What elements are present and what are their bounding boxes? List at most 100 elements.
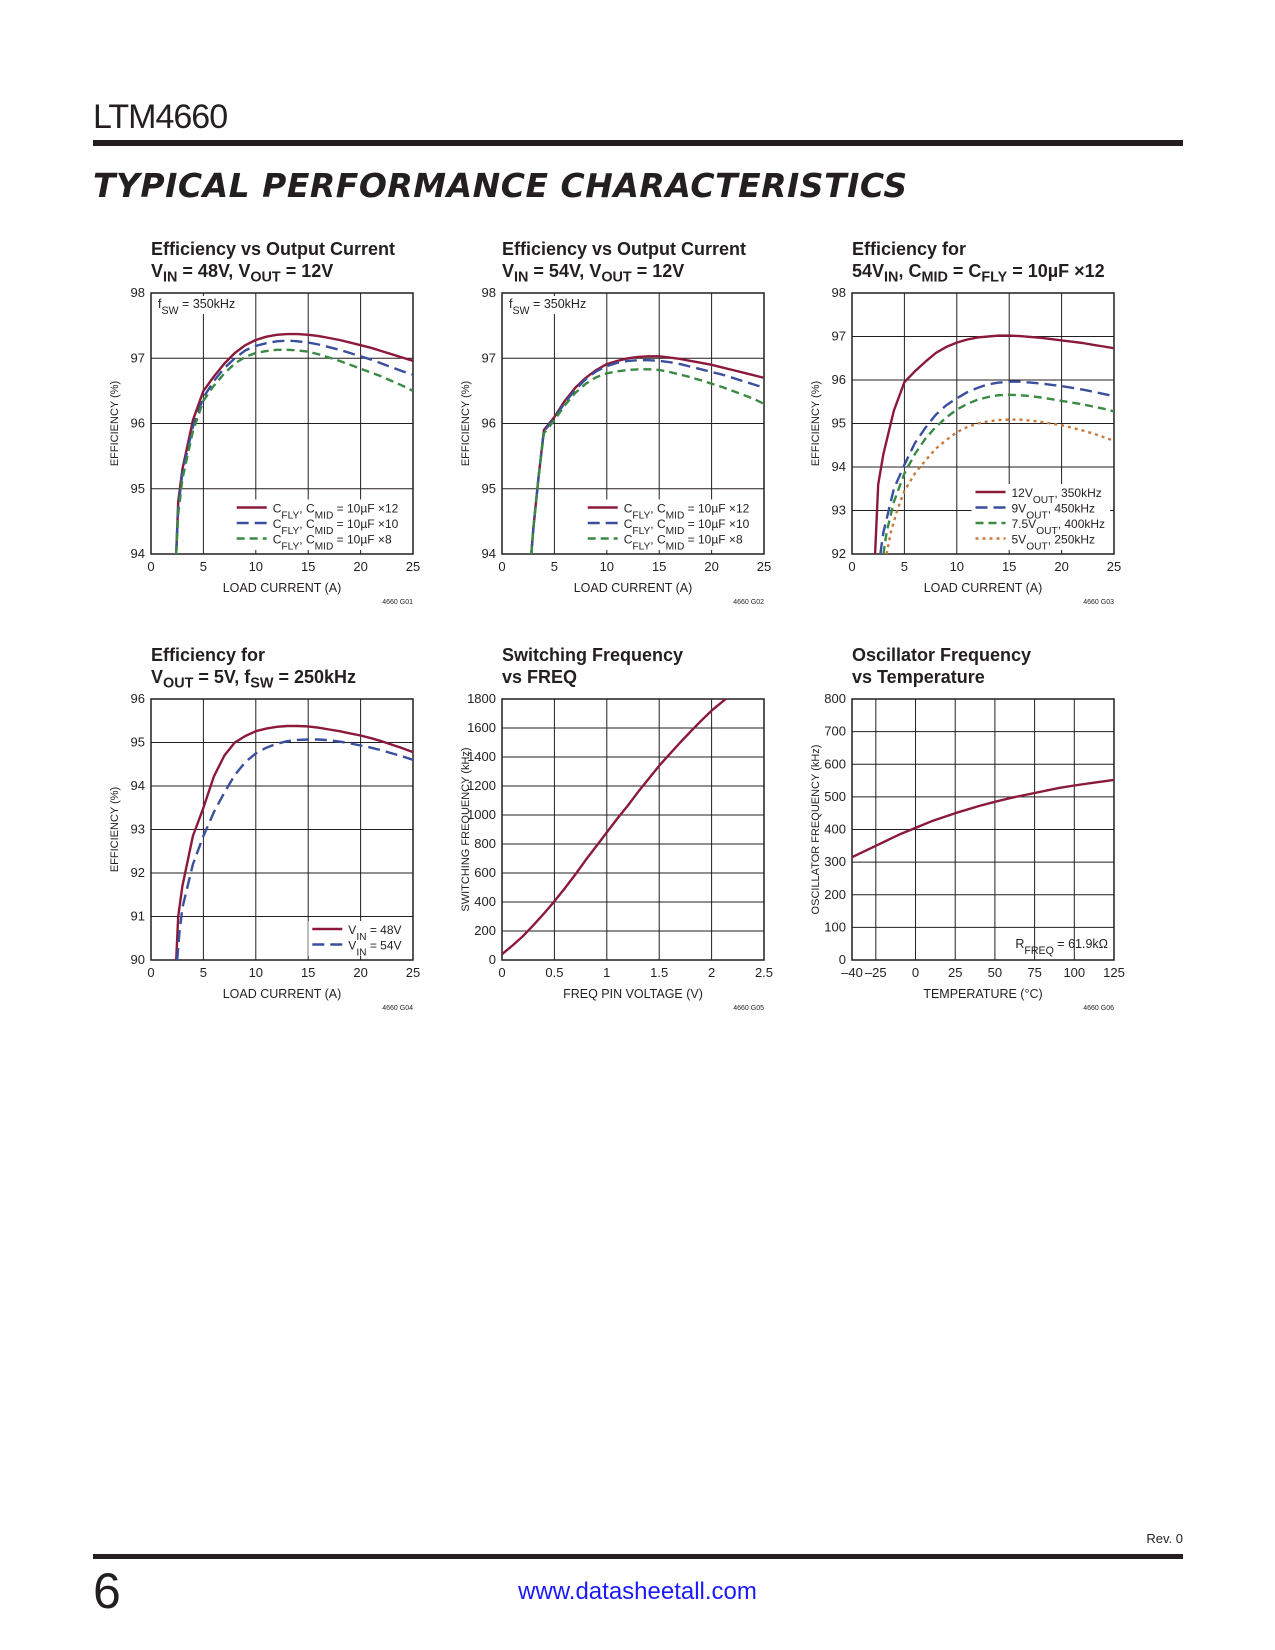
legend-label: CFLY, CMID = 10µF ×10 <box>624 517 750 537</box>
chart-title-line: VIN = 48V, VOUT = 12V <box>151 261 334 286</box>
y-tick-label: 90 <box>131 952 145 967</box>
chart-title-line: Efficiency for <box>852 239 967 259</box>
y-tick-label: 95 <box>131 481 145 496</box>
x-tick-label: 15 <box>652 559 666 574</box>
part-number: LTM4660 <box>93 98 228 136</box>
legend-label: CFLY, CMID = 10µF ×12 <box>273 502 399 522</box>
y-axis-label: SWITCHING FREQUENCY (kHz) <box>460 747 472 911</box>
chart-svg: 0 0.5 1 1.5 2 2.5 0 200 400 600 800 1000 1200 1400 160… <box>460 691 773 1012</box>
x-tick-label: 15 <box>301 965 315 980</box>
y-axis-label: EFFICIENCY (%) <box>109 381 121 466</box>
series-line-red <box>502 699 728 956</box>
series-line-green <box>882 393 1114 554</box>
y-tick-label: 100 <box>824 919 846 934</box>
chart-title-line: vs Temperature <box>852 667 985 687</box>
x-axis-label: TEMPERATURE (°C) <box>923 987 1042 1001</box>
y-tick-label: 96 <box>482 416 496 431</box>
website-link[interactable]: www.datasheetall.com <box>518 1578 757 1605</box>
chart-title-line: Efficiency for <box>151 645 266 665</box>
chart-svg: 0 5 10 15 20 25 94 95 96 97 98 LOAD CURRENT (A) EFFI… <box>109 285 420 606</box>
legend-background <box>971 484 1110 550</box>
x-tick-label: 25 <box>406 559 420 574</box>
x-tick-label: 20 <box>353 965 367 980</box>
series-line-blue <box>175 339 413 554</box>
y-axis-label: EFFICIENCY (%) <box>460 381 472 466</box>
y-tick-label: 96 <box>832 372 846 387</box>
plot-frame <box>851 698 1115 961</box>
y-tick-label: 94 <box>482 546 496 561</box>
y-tick-label: 97 <box>131 350 145 365</box>
y-tick-label: 0 <box>489 952 496 967</box>
y-tick-label: 800 <box>824 691 846 706</box>
x-tick-label: 125 <box>1103 965 1125 980</box>
y-tick-label: 1600 <box>467 720 496 735</box>
annotation-background <box>506 296 588 314</box>
series-line-blue <box>176 738 413 960</box>
y-tick-label: 1400 <box>467 749 496 764</box>
x-tick-label: 10 <box>249 965 263 980</box>
footer-rule <box>93 1554 1183 1559</box>
chart-code: 4660 G02 <box>733 599 764 606</box>
chart-title-line: 54VIN, CMID = CFLY = 10µF ×12 <box>852 261 1105 286</box>
y-tick-label: 95 <box>832 416 846 431</box>
chart-svg: 0 5 10 15 20 25 90 91 92 93 94 95 96 LOAD CURRENT (A)… <box>109 691 420 1012</box>
legend-background <box>308 921 409 956</box>
chart-svg: 0 5 10 15 20 25 94 95 96 97 98 LOAD CURRENT (A) EFFI… <box>460 285 771 606</box>
x-tick-label: 2.5 <box>755 965 773 980</box>
series-line-red <box>852 778 1114 859</box>
x-tick-label: 20 <box>704 559 718 574</box>
chart-title: Efficiency for 54VIN, CMID = CFLY = 10µF … <box>852 238 1105 289</box>
chart-title-line: Efficiency vs Output Current <box>502 239 747 259</box>
chart-title: Oscillator Frequency vs Temperature <box>852 644 1031 688</box>
x-tick-label: 15 <box>1002 559 1016 574</box>
x-tick-label: 5 <box>551 559 558 574</box>
x-tick-label: 5 <box>901 559 908 574</box>
y-tick-label: 1800 <box>467 691 496 706</box>
x-tick-label: 25 <box>1107 559 1121 574</box>
legend-label: CFLY, CMID = 10µF ×8 <box>273 533 392 553</box>
x-axis-label: LOAD CURRENT (A) <box>223 987 342 1001</box>
legend-label: VIN = 54V <box>348 939 401 959</box>
chart-title-line: Efficiency vs Output Current <box>151 239 396 259</box>
series-line-red <box>175 332 413 554</box>
chart-code: 4660 G04 <box>382 1005 413 1012</box>
chart-title: Efficiency for VOUT = 5V, fSW = 250kHz <box>151 644 356 695</box>
y-tick-label: 92 <box>131 865 145 880</box>
series-line-red <box>530 355 764 554</box>
y-tick-label: 95 <box>131 735 145 750</box>
page-number: 6 <box>93 1563 121 1619</box>
x-axis-label: LOAD CURRENT (A) <box>223 581 342 595</box>
x-tick-label: 0 <box>498 965 505 980</box>
x-tick-label: 20 <box>353 559 367 574</box>
legend-label: 7.5VOUT, 400kHz <box>1012 517 1106 537</box>
x-axis-label: LOAD CURRENT (A) <box>924 581 1043 595</box>
x-tick-label: 5 <box>200 559 207 574</box>
chart-efficiency-54v: Efficiency vs Output Current VIN = 54V, V… <box>455 238 785 628</box>
legend-label: 9VOUT, 450kHz <box>1012 502 1096 522</box>
section-title: TYPICAL PERFORMANCE CHARACTERISTICS <box>93 166 908 205</box>
y-tick-label: 94 <box>832 459 846 474</box>
plot-frame <box>501 698 765 961</box>
chart-title-line: vs FREQ <box>502 667 578 687</box>
y-tick-label: 93 <box>131 822 145 837</box>
chart-svg: –40 –25 0 25 50 75 100 125 0 100 200 300 400 500 600 70… <box>810 691 1125 1012</box>
series-line-blue <box>530 358 764 554</box>
y-tick-label: 400 <box>824 822 846 837</box>
chart-title-line: Switching Frequency <box>502 645 684 665</box>
chart-title: Efficiency vs Output Current VIN = 54V, V… <box>502 238 746 289</box>
chart-svg: 0 5 10 15 20 25 92 93 94 95 96 97 98 LOAD CURRENT (A)… <box>810 285 1121 606</box>
plot-frame <box>851 292 1115 555</box>
legend-label: CFLY, CMID = 10µF ×10 <box>273 517 399 537</box>
chart-annotation: RFREQ = 61.9kΩ <box>1015 937 1108 957</box>
legend-label: 5VOUT, 250kHz <box>1012 533 1096 553</box>
y-tick-label: 800 <box>474 836 496 851</box>
y-axis-label: EFFICIENCY (%) <box>810 381 822 466</box>
chart-oscillator-frequency: Oscillator Frequency vs Temperature –40 –25… <box>805 644 1135 1034</box>
x-tick-label: 20 <box>1054 559 1068 574</box>
chart-annotation: fSW = 350kHz <box>509 297 586 317</box>
y-tick-label: 98 <box>482 285 496 300</box>
series-line-orange <box>885 418 1114 554</box>
x-tick-label: 0 <box>147 965 154 980</box>
x-tick-label: 100 <box>1063 965 1085 980</box>
y-tick-label: 97 <box>832 329 846 344</box>
